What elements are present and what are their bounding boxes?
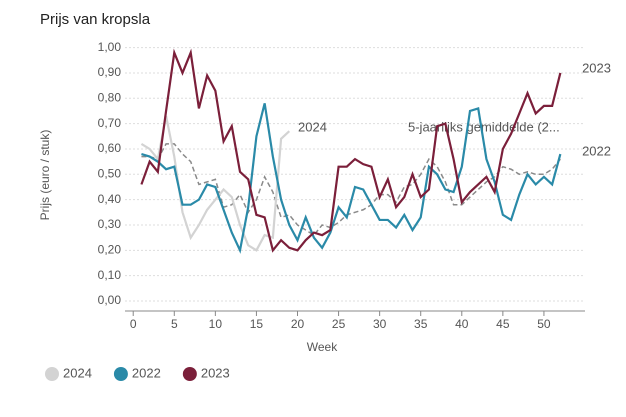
x-tick-label: 25 [332,317,346,331]
x-tick-label: 10 [209,317,223,331]
series-label: 2023 [582,60,611,75]
x-tick-label: 35 [414,317,428,331]
x-axis-title: Week [307,340,338,354]
x-tick-label: 5 [171,317,178,331]
series-label: 2024 [298,119,327,134]
y-tick-label: 0,70 [98,116,122,130]
y-axis-title: Prijs (euro / stuk) [38,130,52,221]
legend-marker [45,367,59,381]
y-tick-label: 0,30 [98,217,122,231]
y-tick-label: 0,10 [98,268,122,282]
legend-marker [182,367,197,381]
line-series [141,103,562,254]
series-label: 2022 [582,143,611,158]
x-tick-label: 45 [496,317,510,331]
legend-label: 2023 [201,365,230,380]
series-label: 5-jaarlijks gemiddelde (2... [408,119,560,134]
y-tick-label: 0,80 [98,90,122,104]
x-tick-label: 15 [250,317,264,331]
y-tick-label: 0,00 [98,293,122,307]
x-tick-label: 50 [537,317,551,331]
x-tick-label: 30 [373,317,387,331]
x-tick-label: 40 [455,317,469,331]
x-tick-label: 20 [291,317,305,331]
x-tick-label: 0 [130,317,137,331]
legend-label: 2024 [63,365,92,380]
y-tick-label: 0,90 [98,65,122,79]
legend-label: 2022 [132,365,161,380]
legend-marker [113,367,128,381]
y-tick-label: 0,40 [98,192,122,206]
chart-title: Prijs van kropsla [40,11,151,28]
y-tick-label: 1,00 [98,40,122,54]
line-series [140,48,562,253]
y-tick-label: 0,20 [98,242,122,256]
y-tick-label: 0,60 [98,141,122,155]
y-tick-label: 0,50 [98,166,122,180]
